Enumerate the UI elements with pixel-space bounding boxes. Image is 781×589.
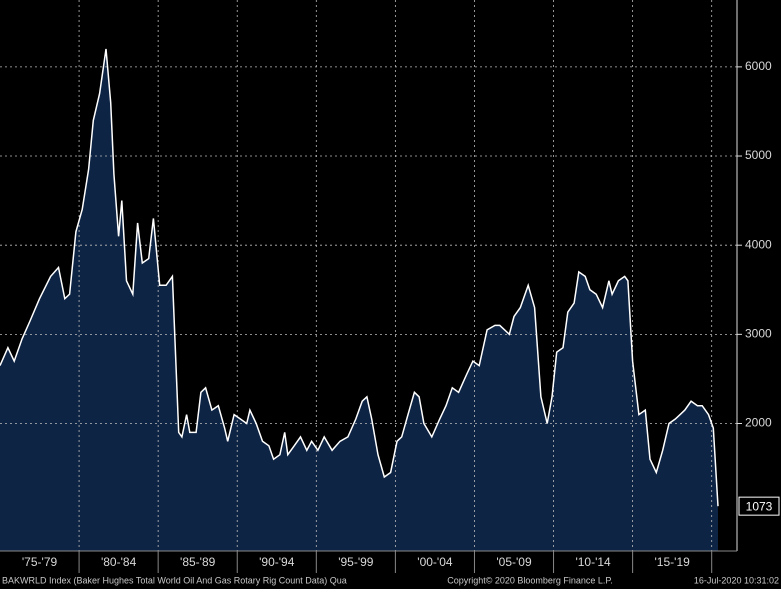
footer-source: BAKWRLD Index (Baker Hughes Total World … [2, 575, 347, 585]
x-tick-label: '95-'99 [338, 555, 374, 569]
footer-copyright: Copyright© 2020 Bloomberg Finance L.P. [447, 575, 613, 585]
y-tick-label: 6000 [745, 59, 772, 73]
y-tick-label: 4000 [745, 237, 772, 251]
area [0, 49, 719, 551]
footer-date: 16-Jul-2020 10:31:02 [694, 575, 779, 585]
x-tick-label: '85-'89 [180, 555, 216, 569]
x-tick-label: '05-'09 [496, 555, 532, 569]
x-tick-label: '10-'14 [575, 555, 611, 569]
y-tick-label: 2000 [745, 416, 772, 430]
x-tick-label: '75-'79 [22, 555, 58, 569]
x-tick-label: '80-'84 [101, 555, 137, 569]
x-tick-label: '00-'04 [417, 555, 453, 569]
x-tick-label: '90-'94 [259, 555, 295, 569]
line [0, 48, 719, 507]
last-value-box [738, 496, 780, 516]
y-tick-label: 3000 [745, 327, 772, 341]
x-tick-label: '15-'19 [655, 555, 691, 569]
last-value-label: 1073 [746, 499, 773, 513]
y-tick-label: 5000 [745, 148, 772, 162]
